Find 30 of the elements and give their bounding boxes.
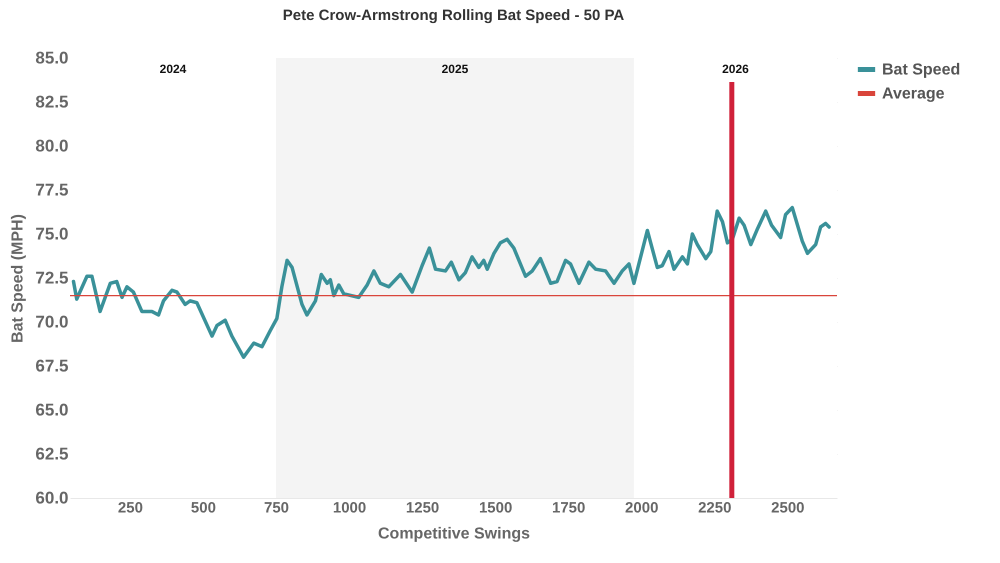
y-tick-label: 72.5	[35, 268, 68, 288]
x-axis-title: Competitive Swings	[378, 526, 530, 542]
x-tick-label: 750	[264, 500, 290, 516]
x-tick-label: 500	[190, 500, 216, 516]
y-axis-title: Bat Speed (MPH)	[9, 214, 26, 343]
y-tick-label: 67.5	[35, 356, 68, 376]
chart-title: Pete Crow-Armstrong Rolling Bat Speed - 50 PA	[282, 7, 624, 24]
y-tick-label: 85.0	[35, 48, 68, 68]
x-tick-label: 1000	[332, 500, 366, 516]
band-label: 2026	[722, 62, 750, 76]
y-tick-label: 65.0	[35, 400, 68, 420]
y-tick-label: 70.0	[35, 312, 68, 332]
x-tick-label: 2500	[771, 500, 805, 516]
x-tick-label: 2000	[625, 500, 658, 516]
band-label: 2024	[160, 62, 187, 76]
y-tick-label: 82.5	[35, 92, 68, 112]
band-label: 2025	[442, 62, 469, 76]
legend-label: Average	[882, 86, 945, 102]
y-tick-label: 62.5	[35, 444, 68, 464]
y-tick-label: 75.0	[35, 224, 68, 244]
y-tick-label: 77.5	[35, 180, 68, 200]
x-tick-label: 2250	[698, 500, 732, 516]
y-tick-label: 60.0	[35, 488, 68, 508]
x-tick-label: 1500	[478, 500, 512, 516]
y-tick-label: 80.0	[35, 136, 68, 156]
line-series	[72, 206, 831, 359]
x-tick-label: 250	[118, 500, 143, 516]
x-tick-label: 1250	[406, 500, 440, 516]
x-tick-label: 1750	[552, 500, 586, 516]
legend-label: Bat Speed	[882, 62, 960, 78]
